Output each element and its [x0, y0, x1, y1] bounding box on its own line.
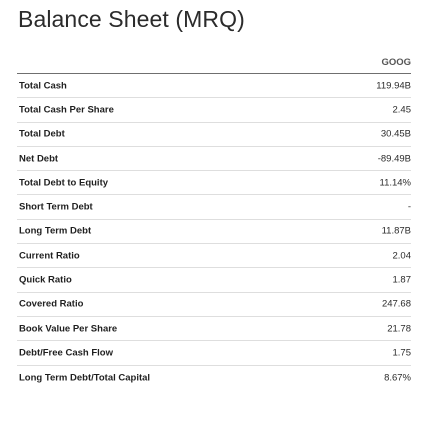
table-row: Net Debt -89.49B [17, 147, 411, 172]
table-row: Short Term Debt - [17, 195, 411, 220]
row-value: 8.67% [384, 372, 411, 384]
row-value: 21.78 [387, 323, 411, 335]
row-value: 11.87B [381, 225, 411, 237]
row-label: Book Value Per Share [19, 323, 118, 335]
row-value: 2.04 [392, 250, 412, 262]
row-label: Long Term Debt [19, 225, 92, 237]
row-value: 1.87 [392, 274, 412, 286]
table-row: Total Debt 30.45B [17, 123, 411, 147]
row-label: Total Debt to Equity [19, 177, 109, 189]
table-row: Debt/Free Cash Flow 1.75 [17, 341, 412, 366]
header-divider [17, 73, 411, 74]
row-value: 247.68 [381, 298, 411, 310]
row-value: - [407, 201, 411, 213]
row-label: Current Ratio [19, 250, 80, 262]
row-label: Debt/Free Cash Flow [19, 347, 113, 359]
table-row: Book Value Per Share 21.78 [17, 317, 411, 342]
row-value: -89.49B [377, 153, 411, 165]
table-row: Total Cash Per Share 2.45 [17, 98, 412, 123]
row-label: Quick Ratio [19, 274, 72, 286]
row-label: Covered Ratio [19, 298, 84, 310]
balance-sheet-table: Total Cash 119.94B Total Cash Per Share … [17, 74, 411, 390]
row-value: 2.45 [392, 104, 412, 116]
row-label: Total Cash [19, 80, 67, 92]
row-label: Long Term Debt/Total Capital [19, 372, 151, 384]
row-label: Net Debt [19, 153, 59, 165]
row-value: 1.75 [392, 347, 412, 359]
row-value: 30.45B [380, 128, 411, 140]
table-row: Total Cash 119.94B [17, 74, 411, 99]
table-row: Quick Ratio 1.87 [17, 268, 412, 293]
page-title: Balance Sheet (MRQ) [18, 6, 245, 32]
row-label: Short Term Debt [19, 201, 93, 213]
table-row: Current Ratio 2.04 [17, 244, 412, 269]
column-header-ticker: GOOG [381, 57, 411, 68]
row-label: Total Debt [19, 128, 65, 140]
table-row: Covered Ratio 247.68 [17, 293, 411, 317]
table-row: Long Term Debt 11.87B [17, 220, 411, 245]
table-row: Long Term Debt/Total Capital 8.67% [17, 366, 411, 390]
row-value: 119.94B [376, 80, 411, 92]
row-value: 11.14% [379, 177, 411, 189]
table-row: Total Debt to Equity 11.14% [17, 171, 411, 196]
row-label: Total Cash Per Share [19, 104, 114, 116]
